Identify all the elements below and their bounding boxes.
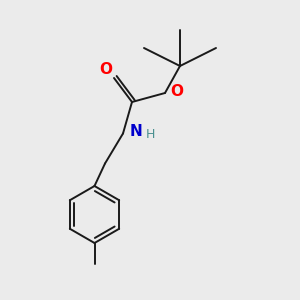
- Text: O: O: [100, 61, 112, 76]
- Text: O: O: [170, 84, 183, 99]
- Text: H: H: [146, 128, 155, 142]
- Text: N: N: [130, 124, 142, 140]
